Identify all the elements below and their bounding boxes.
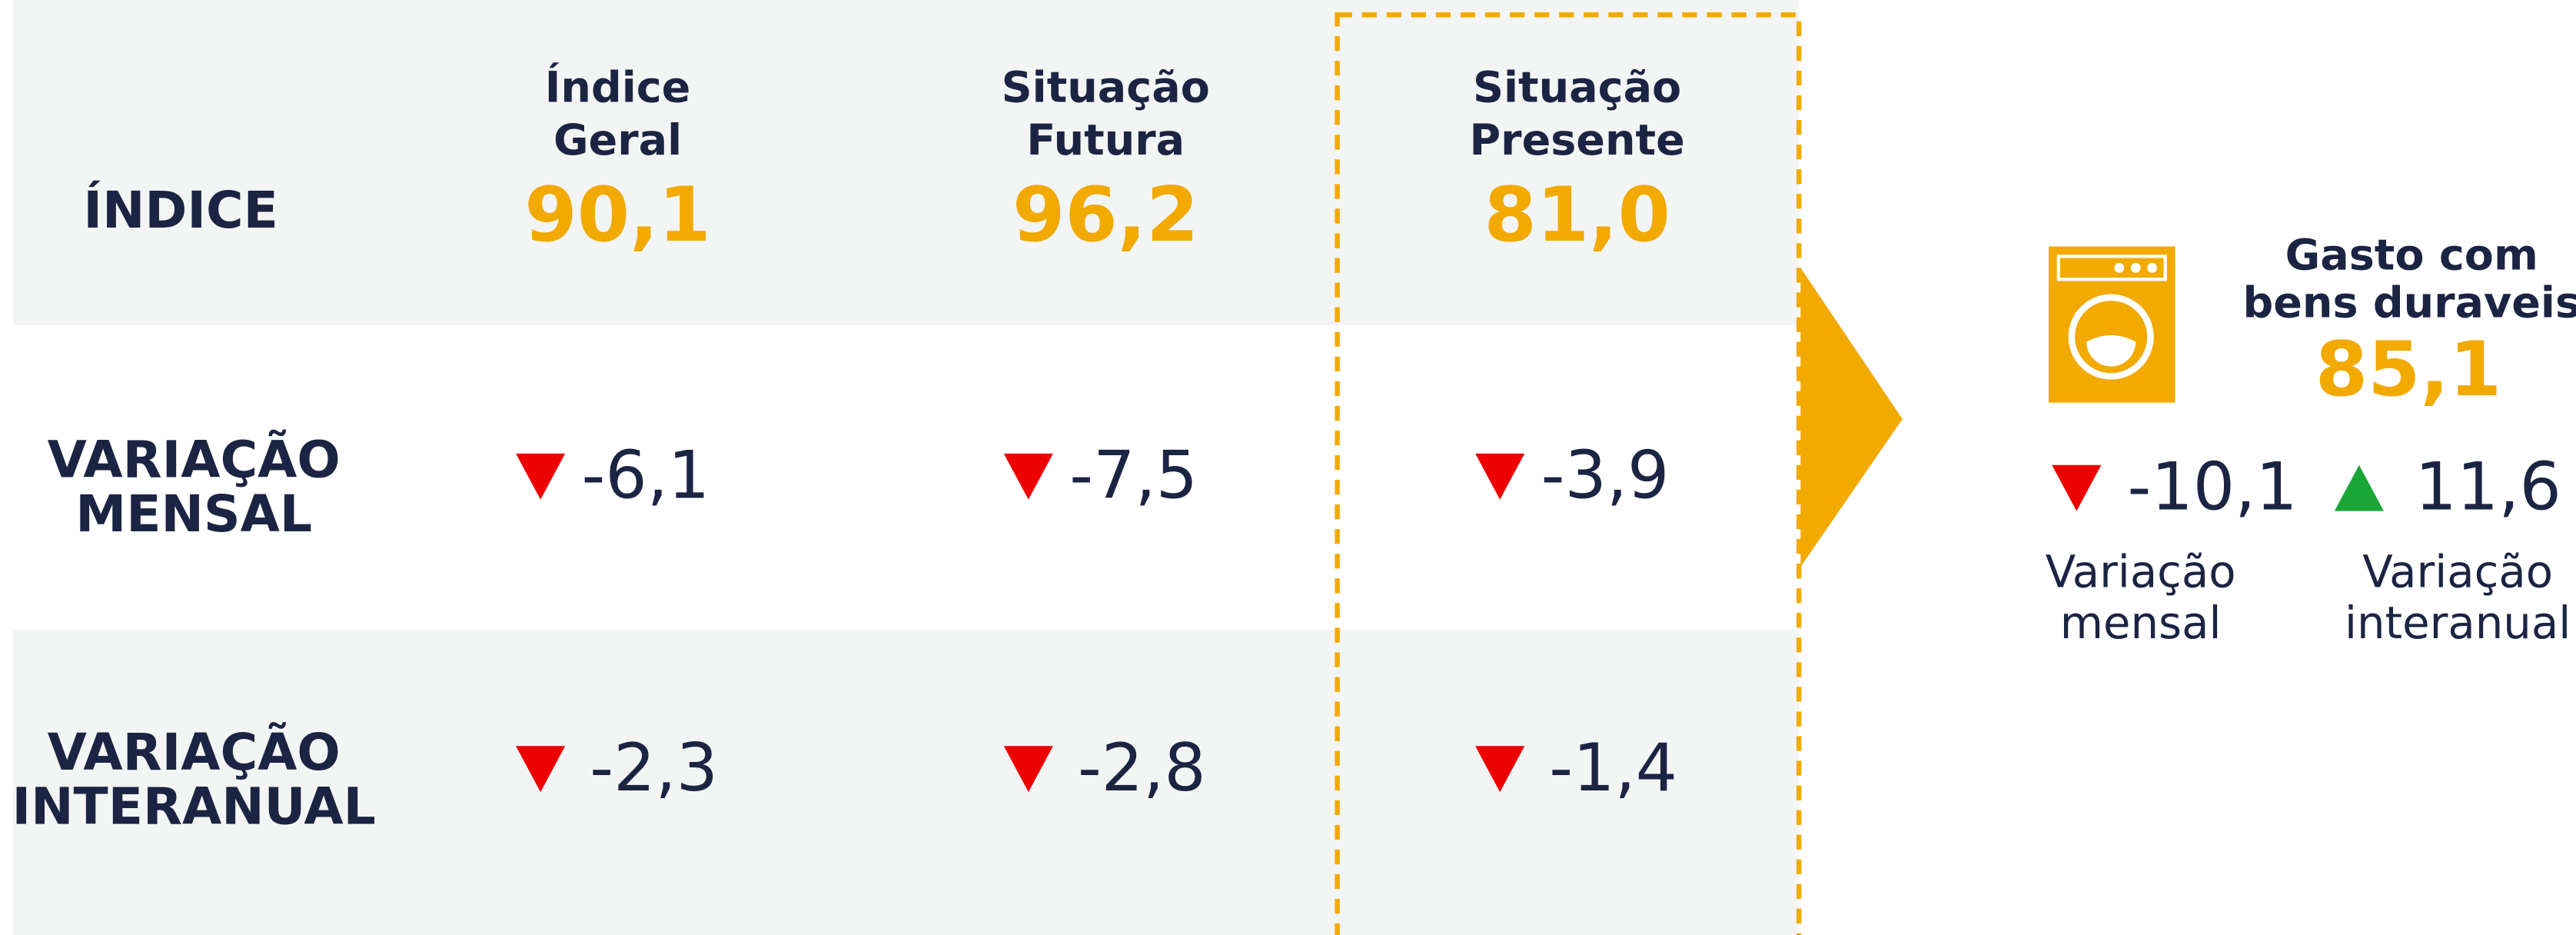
row-label: MENSAL (75, 484, 312, 544)
row-value: -7,5 (1069, 438, 1198, 514)
column-value: 90,1 (524, 171, 711, 259)
arrow-up (2334, 464, 2384, 511)
panel-change-label: mensal (2060, 597, 2222, 649)
row-value: -1,4 (1549, 730, 1677, 807)
row-value: -3,9 (1541, 438, 1670, 514)
column-name: Situação (1002, 63, 1210, 113)
row-label: VARIAÇÃO (48, 722, 341, 782)
row-label: VARIAÇÃO (48, 430, 341, 490)
arrow-down (1475, 453, 1525, 500)
column-name: Futura (1026, 115, 1185, 165)
row-label: INTERANUAL (12, 777, 375, 837)
arrow-down (1475, 746, 1525, 793)
row-value: -2,8 (1078, 730, 1206, 807)
arrow-down (2052, 464, 2102, 511)
column-name: Presente (1469, 115, 1684, 165)
column-name: Situação (1473, 63, 1681, 113)
panel-change-label: Variação (2362, 546, 2553, 598)
panel-change: 11,6 (2415, 449, 2561, 525)
arrow-down (516, 746, 566, 793)
panel-title: bens duraveis (2242, 278, 2576, 328)
column-name: Índice (545, 62, 691, 113)
arrow-shape (1800, 268, 1903, 567)
panel-change-label: Variação (2046, 546, 2236, 598)
arrow-down (1003, 453, 1053, 500)
row-bg (13, 0, 1800, 326)
row-value: -2,3 (590, 730, 718, 807)
panel-change: -10,1 (2128, 449, 2298, 525)
column-value: 96,2 (1012, 171, 1199, 259)
row-value: -6,1 (582, 438, 710, 514)
arrow-down (516, 453, 566, 500)
panel-value: 85,1 (2315, 326, 2502, 414)
column-value: 81,0 (1484, 171, 1670, 259)
panel-change-label: interanual (2345, 597, 2571, 649)
panel-title: Gasto com (2285, 231, 2538, 281)
header-label: ÍNDICE (83, 180, 278, 240)
arrow-down (1003, 746, 1053, 793)
column-name: Geral (553, 115, 682, 165)
highlight-box (1335, 12, 1802, 935)
washer-icon (2048, 246, 2175, 403)
